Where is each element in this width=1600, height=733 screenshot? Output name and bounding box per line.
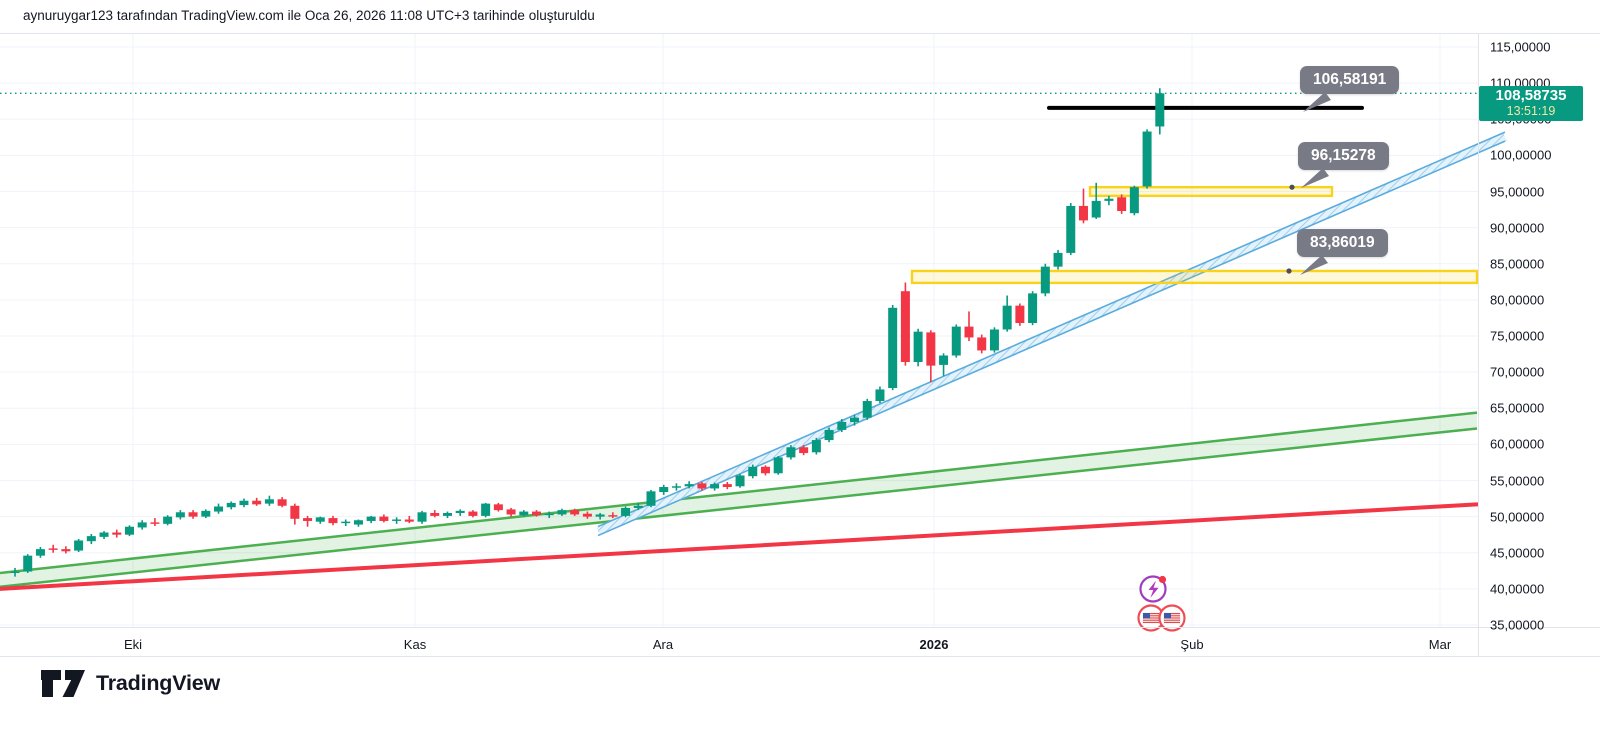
price-tick-label: 75,00000 <box>1490 328 1545 344</box>
event-icons[interactable] <box>1137 575 1186 632</box>
price-axis-border <box>1478 33 1479 656</box>
grid-lines <box>0 33 1478 628</box>
price-tick-label: 80,00000 <box>1490 292 1545 308</box>
price-tick-label: 60,00000 <box>1490 436 1545 452</box>
time-tick-label: 2026 <box>919 637 949 652</box>
time-tick-label: Mar <box>1428 637 1452 652</box>
current-price-value: 108,58735 <box>1495 87 1567 104</box>
time-tick-label: Kas <box>403 637 427 652</box>
tradingview-logo[interactable]: TradingView <box>40 669 220 698</box>
price-tick-label: 95,00000 <box>1490 184 1545 199</box>
tradingview-logo-text: TradingView <box>96 671 221 695</box>
callout-label: 96,15278 <box>1311 147 1376 164</box>
time-tick-label: Şub <box>1180 637 1204 652</box>
price-tick-label: 45,00000 <box>1490 545 1545 561</box>
us-flag-event-icon[interactable] <box>1137 604 1165 632</box>
price-tick-label: 90,00000 <box>1490 220 1545 236</box>
price-callout-83[interactable]: 83,86019 <box>1297 229 1388 275</box>
callout-label: 83,86019 <box>1310 234 1375 251</box>
time-axis-border <box>0 627 1600 628</box>
price-tick-label: 50,00000 <box>1490 509 1545 525</box>
price-tick-label: 115,00000 <box>1490 39 1551 55</box>
callout-tail <box>1300 255 1328 275</box>
callout-tail <box>1303 92 1331 112</box>
price-tick-label: 70,00000 <box>1490 364 1545 380</box>
callout-tail <box>1301 168 1329 188</box>
price-tick-label: 55,00000 <box>1490 473 1545 488</box>
time-tick-label: Eki <box>123 637 143 652</box>
callout-anchor-dot <box>1289 184 1295 190</box>
price-callout-106[interactable]: 106,58191 <box>1300 66 1400 112</box>
footer-border <box>0 656 1600 657</box>
candles-layer <box>10 88 1165 577</box>
price-tick-label: 40,00000 <box>1490 581 1545 597</box>
supply-zone-drawings[interactable] <box>910 185 1478 285</box>
us-flag-event-icon[interactable] <box>1158 604 1186 632</box>
callout-anchor-dot <box>1286 268 1292 274</box>
bar-countdown: 13:51:19 <box>1506 104 1556 118</box>
attribution-text: aynuruygar123 tarafından TradingView.com… <box>23 8 595 23</box>
chart-top-border <box>0 33 1600 34</box>
current-price-badge: 108,58735 13:51:19 <box>1479 86 1583 121</box>
price-tick-label: 65,00000 <box>1490 400 1545 416</box>
tradingview-logo-icon <box>41 670 85 697</box>
callout-label: 106,58191 <box>1313 71 1387 88</box>
price-tick-label: 85,00000 <box>1490 256 1545 272</box>
red-trendline-drawing[interactable] <box>0 502 1479 591</box>
green-channel-drawing[interactable] <box>0 411 1478 588</box>
price-tick-label: 100,00000 <box>1490 147 1552 163</box>
price-tick-label: 35,00000 <box>1490 617 1545 633</box>
time-tick-label: Ara <box>652 637 674 652</box>
price-callout-96[interactable]: 96,15278 <box>1298 142 1389 188</box>
